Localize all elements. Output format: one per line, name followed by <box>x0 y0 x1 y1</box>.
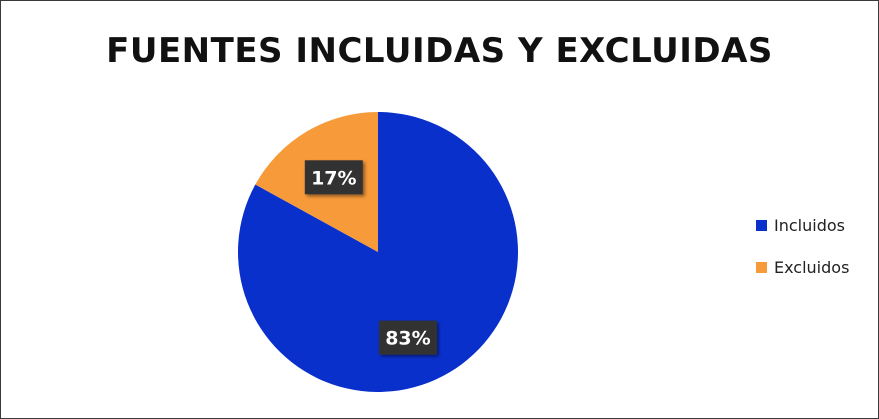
legend-item-excluidos: Excluidos <box>756 257 849 277</box>
pie-slice-incluidos <box>238 112 518 393</box>
data-label-box <box>304 160 363 195</box>
data-label-incluidos: 83% <box>378 320 437 355</box>
chart-title: FUENTES INCLUIDAS Y EXCLUIDAS <box>106 31 773 71</box>
legend-swatch-excluidos <box>756 261 767 273</box>
legend-label-excluidos: Excluidos <box>774 257 850 277</box>
data-label-box <box>378 320 437 355</box>
legend-label-incluidos: Incluidos <box>774 215 845 235</box>
legend-item-incluidos: Incluidos <box>756 215 849 235</box>
chart-legend: Incluidos Excluidos <box>756 215 849 299</box>
data-label-text: 17% <box>311 167 356 189</box>
legend-swatch-incluidos <box>756 219 767 231</box>
data-label-excluidos: 17% <box>304 160 363 195</box>
data-label-text: 83% <box>385 328 430 350</box>
